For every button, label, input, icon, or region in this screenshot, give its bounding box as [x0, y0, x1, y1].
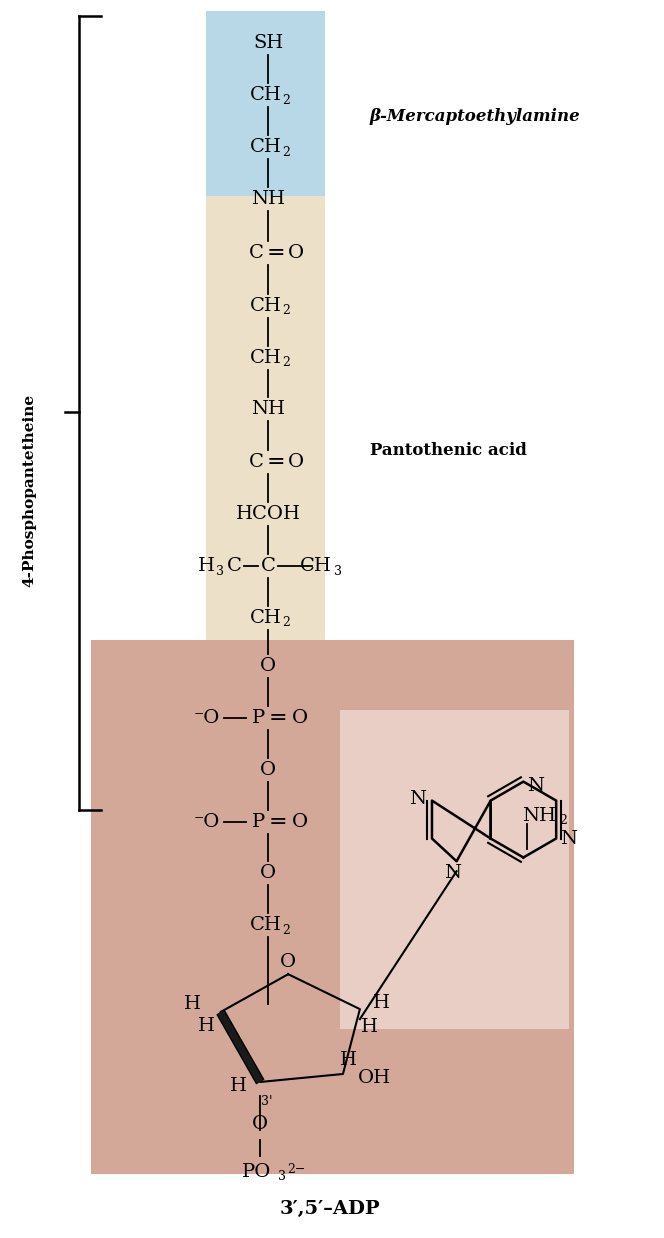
Text: 2−: 2−	[287, 1164, 305, 1176]
Text: 2: 2	[282, 305, 290, 317]
Text: H: H	[341, 1051, 357, 1068]
Bar	[91, 640, 574, 1174]
Text: H: H	[230, 1077, 247, 1094]
Text: =: =	[269, 707, 288, 729]
Text: 3': 3'	[260, 1096, 272, 1108]
Text: O: O	[292, 812, 308, 831]
Text: 2: 2	[282, 94, 290, 106]
Text: P: P	[252, 709, 265, 727]
Text: β-Mercaptoethylamine: β-Mercaptoethylamine	[370, 108, 580, 125]
Text: C: C	[261, 557, 276, 576]
Bar	[340, 709, 569, 1029]
Text: 4-Phosphopantetheine: 4-Phosphopantetheine	[23, 394, 37, 587]
Text: C: C	[227, 557, 242, 576]
Text: 3: 3	[278, 1170, 286, 1184]
Text: ⁻O: ⁻O	[193, 709, 220, 727]
Text: NH: NH	[251, 400, 286, 418]
Text: H: H	[198, 557, 215, 576]
Text: CH: CH	[250, 87, 282, 104]
Text: CH: CH	[250, 609, 282, 626]
Text: NH: NH	[523, 807, 556, 825]
Text: SH: SH	[253, 35, 284, 52]
Text: =: =	[269, 811, 288, 832]
Text: HCOH: HCOH	[236, 505, 301, 524]
Text: O: O	[260, 864, 276, 883]
Bar	[206, 11, 325, 225]
Text: CH: CH	[250, 297, 282, 314]
Text: 2: 2	[282, 357, 290, 369]
Text: 3: 3	[334, 565, 342, 578]
Text: N: N	[527, 776, 544, 795]
Text: PO: PO	[242, 1162, 271, 1181]
Text: C: C	[249, 453, 264, 472]
Text: H: H	[373, 994, 390, 1013]
Text: O: O	[260, 657, 276, 675]
Text: 3: 3	[216, 565, 224, 578]
Text: N: N	[410, 790, 426, 807]
Text: CH: CH	[250, 916, 282, 935]
Text: 2: 2	[559, 815, 567, 827]
Text: P: P	[252, 812, 265, 831]
Text: CH: CH	[250, 349, 282, 366]
Text: O: O	[260, 760, 276, 779]
Text: O: O	[280, 953, 296, 972]
Text: 3′,5′–ADP: 3′,5′–ADP	[280, 1200, 380, 1218]
Text: O: O	[288, 453, 304, 472]
Text: 2: 2	[282, 924, 290, 937]
Text: H: H	[184, 995, 201, 1013]
Text: OH: OH	[359, 1068, 391, 1087]
Text: N: N	[444, 864, 461, 883]
Text: H: H	[198, 1018, 215, 1035]
Text: =: =	[267, 241, 286, 264]
Text: O: O	[288, 244, 304, 261]
Text: 2: 2	[282, 617, 290, 629]
Text: CH: CH	[250, 139, 282, 156]
Bar	[206, 196, 325, 670]
Text: NH: NH	[251, 189, 286, 208]
Text: C: C	[249, 244, 264, 261]
Text: 2: 2	[282, 146, 290, 158]
Text: N: N	[560, 829, 576, 848]
Text: O: O	[252, 1115, 268, 1133]
Text: O: O	[292, 709, 308, 727]
Text: ⁻O: ⁻O	[193, 812, 220, 831]
Text: =: =	[267, 452, 286, 473]
Text: CH: CH	[300, 557, 332, 576]
Text: Pantothenic acid: Pantothenic acid	[370, 442, 527, 459]
Text: H: H	[361, 1018, 378, 1036]
